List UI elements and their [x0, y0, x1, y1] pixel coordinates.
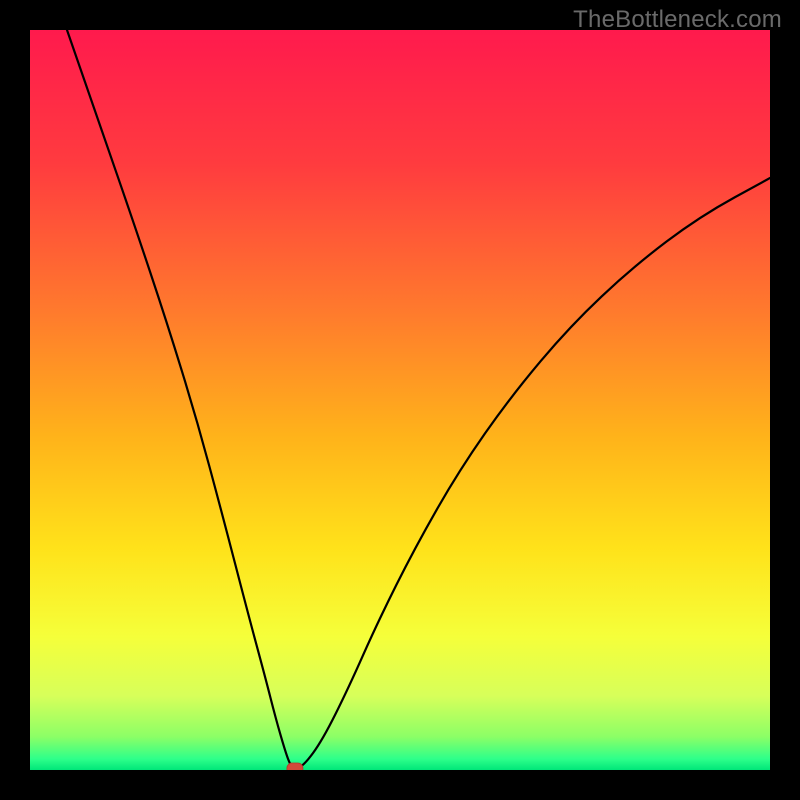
- chart-frame: TheBottleneck.com: [0, 0, 800, 800]
- plot-area: [30, 30, 770, 770]
- optimal-point-marker: [287, 763, 303, 770]
- chart-svg: [30, 30, 770, 770]
- chart-background: [30, 30, 770, 770]
